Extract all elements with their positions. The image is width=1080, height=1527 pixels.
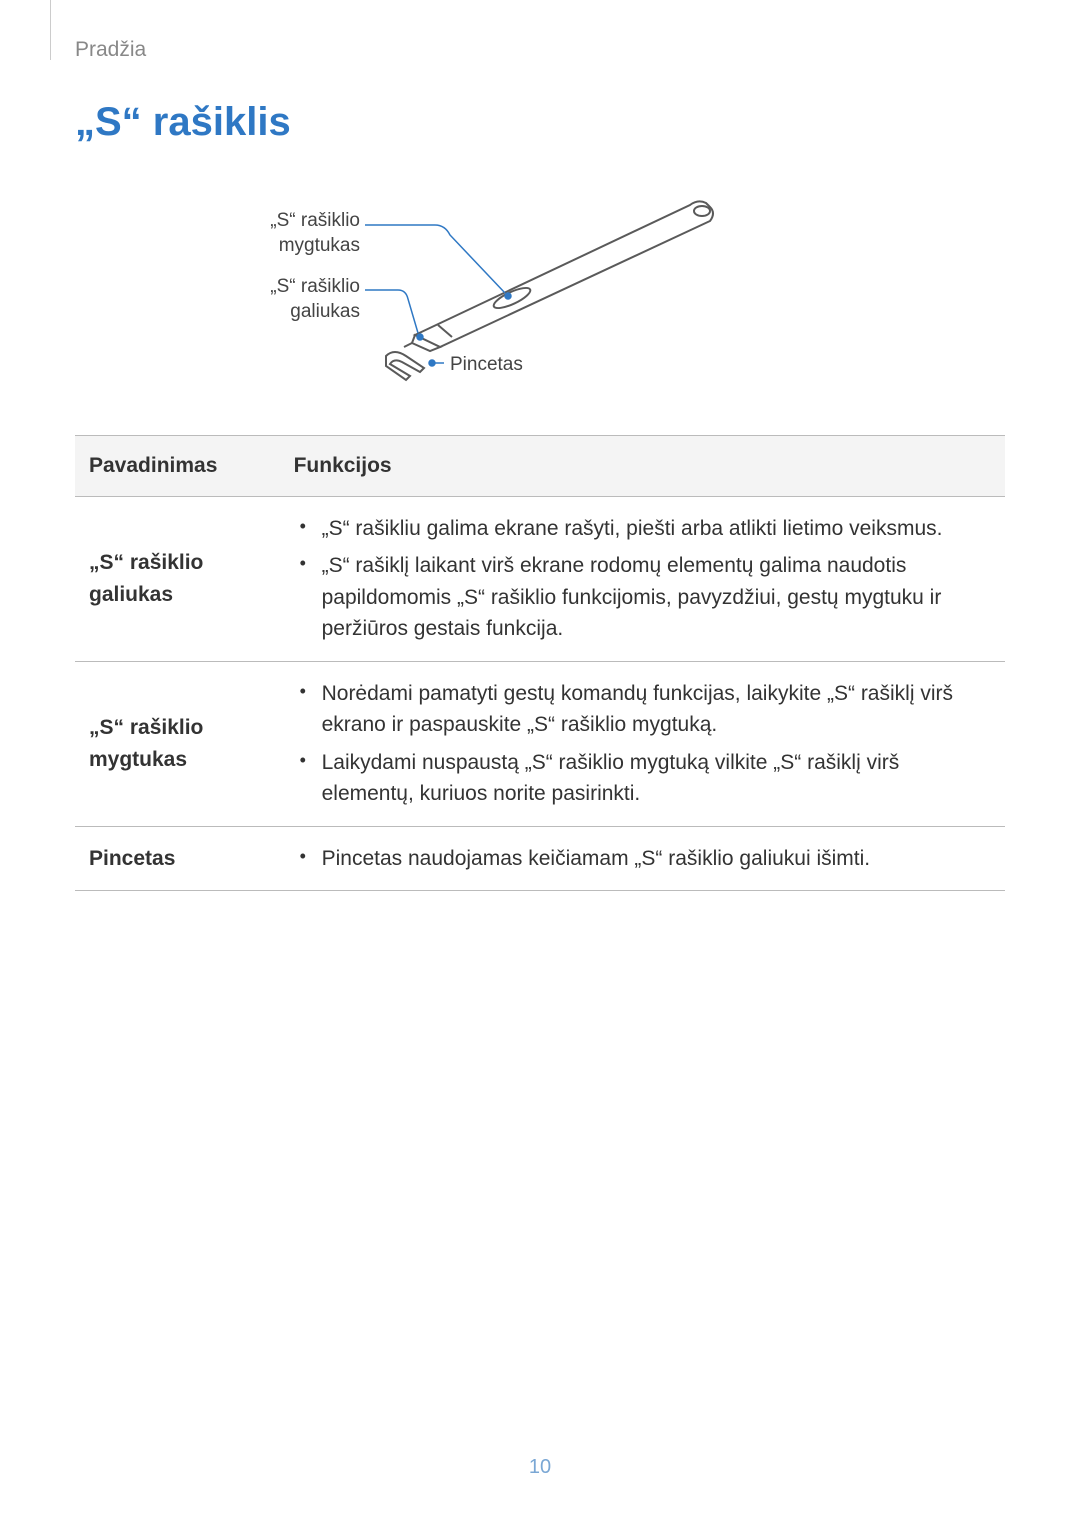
list-item: Norėdami pamatyti gestų komandų funkcija… (294, 678, 991, 741)
col-header-func: Funkcijos (280, 436, 1005, 497)
label-pen-button: „S“ rašiklio mygtukas (270, 209, 360, 258)
row-name-button: „S“ rašiklio mygtukas (75, 661, 280, 826)
page-title: „S“ rašiklis (75, 100, 1005, 145)
breadcrumb: Pradžia (75, 38, 146, 62)
label-tweezer: Pincetas (450, 353, 523, 378)
row-name-tweezer: Pincetas (75, 826, 280, 891)
row-name-tip: „S“ rašiklio galiukas (75, 496, 280, 661)
s-pen-diagram: „S“ rašiklio mygtukas „S“ rašiklio galiu… (230, 185, 850, 405)
row-func-tip: „S“ rašikliu galima ekrane rašyti, piešt… (280, 496, 1005, 661)
list-item: „S“ rašikliu galima ekrane rašyti, piešt… (294, 513, 991, 545)
label-pen-button-text: „S“ rašiklio mygtukas (270, 210, 360, 256)
label-pen-tip: „S“ rašiklio galiukas (270, 275, 360, 324)
table-row: „S“ rašiklio galiukas „S“ rašikliu galim… (75, 496, 1005, 661)
row-func-button: Norėdami pamatyti gestų komandų funkcija… (280, 661, 1005, 826)
row-func-tweezer: Pincetas naudojamas keičiamam „S“ rašikl… (280, 826, 1005, 891)
page-number: 10 (0, 1456, 1080, 1479)
margin-line (50, 0, 51, 60)
col-header-name: Pavadinimas (75, 436, 280, 497)
table-row: Pincetas Pincetas naudojamas keičiamam „… (75, 826, 1005, 891)
functions-table: Pavadinimas Funkcijos „S“ rašiklio galiu… (75, 435, 1005, 891)
label-pen-tip-text: „S“ rašiklio galiukas (270, 276, 360, 322)
list-item: Laikydami nuspaustą „S“ rašiklio mygtuką… (294, 747, 991, 810)
label-tweezer-text: Pincetas (450, 354, 523, 375)
table-row: „S“ rašiklio mygtukas Norėdami pamatyti … (75, 661, 1005, 826)
table-header-row: Pavadinimas Funkcijos (75, 436, 1005, 497)
list-item: Pincetas naudojamas keičiamam „S“ rašikl… (294, 843, 991, 875)
list-item: „S“ rašiklį laikant virš ekrane rodomų e… (294, 550, 991, 645)
